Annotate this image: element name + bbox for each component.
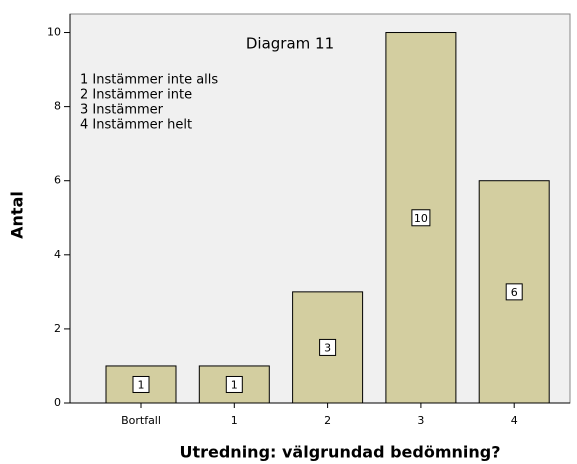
value-label: 1 bbox=[138, 378, 145, 391]
value-label-box bbox=[505, 283, 523, 301]
annotation: 1 Instämmer inte alls bbox=[80, 73, 218, 88]
value-label-box bbox=[132, 375, 150, 393]
annotation: 3 Instämmer bbox=[80, 103, 164, 118]
x-tick-label: 4 bbox=[511, 414, 518, 427]
y-tick-label: 10 bbox=[47, 26, 61, 39]
value-label: 1 bbox=[231, 378, 238, 391]
value-label: 3 bbox=[324, 341, 331, 354]
x-axis-label: Utredning: välgrundad bedömning? bbox=[179, 443, 500, 462]
x-tick-label: 2 bbox=[324, 414, 331, 427]
value-label-box bbox=[319, 338, 337, 356]
annotation: 4 Instämmer helt bbox=[80, 118, 192, 133]
annotation: 2 Instämmer inte bbox=[80, 88, 192, 103]
x-tick-label: 3 bbox=[417, 414, 424, 427]
value-label: 10 bbox=[414, 212, 428, 225]
chart-title: Diagram 11 bbox=[246, 35, 334, 53]
y-axis-label: Antal bbox=[8, 191, 27, 239]
value-label: 6 bbox=[511, 286, 518, 299]
x-tick-label: 1 bbox=[231, 414, 238, 427]
y-tick-label: 2 bbox=[54, 322, 61, 335]
value-label-box bbox=[225, 375, 243, 393]
x-tick-label: Bortfall bbox=[121, 414, 161, 427]
y-tick-label: 4 bbox=[54, 248, 61, 261]
value-label-box bbox=[411, 209, 431, 227]
y-tick-label: 0 bbox=[54, 396, 61, 409]
y-tick-label: 6 bbox=[54, 174, 61, 187]
y-tick-label: 8 bbox=[54, 100, 61, 113]
